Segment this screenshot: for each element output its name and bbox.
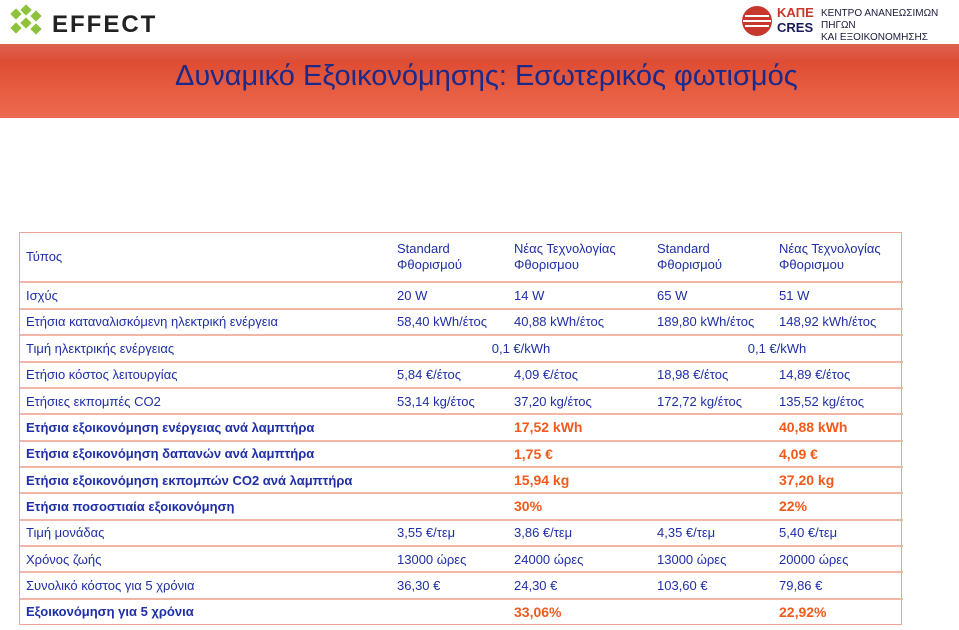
table-row: Ετήσια ποσοστιαία εξοικονόμηση 30% 22%: [20, 493, 903, 521]
row-label: Τιμή μονάδας: [20, 519, 391, 548]
row-label: Χρόνος ζωής: [20, 546, 391, 574]
savings-cell: 37,20 kg: [773, 466, 903, 495]
effect-logo: EFFECT: [10, 4, 157, 38]
header-col-2: Νέας Τεχνολογίας Φθορισμου: [508, 233, 651, 284]
table-row: Χρόνος ζωής 13000 ώρες 24000 ώρες 13000 ώρε…: [20, 546, 903, 574]
table-row: Τιμή μονάδας 3,55 €/τεμ 3,86 €/τεμ 4,35 €/τ…: [20, 519, 903, 548]
savings-cell: 40,88 kWh: [773, 414, 903, 442]
table-row: Ισχύς 20 W 14 W 65 W 51 W: [20, 282, 903, 310]
table-row: Τιμή ηλεκτρικής ενέργειας 0,1 €/kWh 0,1 €/…: [20, 335, 903, 363]
kape-logo-text: ΚΑΠΕ: [777, 5, 814, 20]
row-label: Ετήσια εξοικονόμηση εκπομπών CO2 ανά λαμ…: [20, 466, 391, 495]
table-cell: 24,30 €: [508, 572, 651, 600]
table-row: Εξοικονόμηση για 5 χρόνια 33,06% 22,92%: [20, 599, 903, 624]
empty-cell: [391, 414, 508, 442]
empty-cell: [651, 414, 773, 442]
table-cell: 51 W: [773, 282, 903, 310]
header-type-label: Τύπος: [20, 233, 391, 284]
comparison-table: Τύπος Standard Φθορισμού Νέας Τεχνολογία…: [19, 232, 903, 625]
merged-cell: 0,1 €/kWh: [651, 335, 903, 363]
savings-cell: 17,52 kWh: [508, 414, 651, 442]
table-row: Συνολικό κόστος για 5 χρόνια 36,30 €24,30…: [20, 572, 903, 600]
table-cell: 135,52 kg/έτος: [773, 387, 903, 416]
row-label: Ετήσια ποσοστιαία εξοικονόμηση: [20, 493, 391, 521]
header-col-1: Standard Φθορισμού: [391, 233, 508, 284]
row-label: Ετήσια εξοικονόμηση δαπανών ανά λαμπτήρα: [20, 440, 391, 468]
table-cell: 20 W: [391, 282, 508, 310]
cres-logo-text: CRES: [777, 20, 814, 35]
table-cell: 58,40 kWh/έτος: [391, 308, 508, 337]
title-band: Δυναμικό Εξοικονόμησης: Εσωτερικός φωτισ…: [0, 44, 959, 118]
page-title: Δυναμικό Εξοικονόμησης: Εσωτερικός φωτισ…: [175, 60, 798, 92]
table-cell: 5,40 €/τεμ: [773, 519, 903, 548]
table-cell: 13000 ώρες: [391, 546, 508, 574]
row-label: Εξοικονόμηση για 5 χρόνια: [26, 604, 194, 620]
row-label: Ετήσια καταναλισκόμενη ηλεκτρική ενέργει…: [20, 308, 391, 337]
empty-cell: [391, 493, 508, 521]
savings-cell: 33,06%: [514, 603, 562, 620]
row-label: Τιμή ηλεκτρικής ενέργειας: [20, 335, 391, 363]
table-cell: 24000 ώρες: [508, 546, 651, 574]
table-cell: 37,20 kg/έτος: [508, 387, 651, 416]
table-cell: 20000 ώρες: [773, 546, 903, 574]
row-label: Ετήσιες εκπομπές CO2: [20, 387, 391, 416]
table-row: Ετήσιες εκπομπές CO2 53,14 kg/έτος 37,20 k…: [20, 387, 903, 416]
header-col-3: Standard Φθορισμού: [651, 233, 773, 284]
table-row: Ετήσιο κόστος λειτουργίας 5,84 €/έτος 4,09…: [20, 361, 903, 389]
table-cell: 53,14 kg/έτος: [391, 387, 508, 416]
kape-emblem-icon: [742, 6, 772, 36]
table-row: Ετήσια εξοικονόμηση εκπομπών CO2 ανά λαμ…: [20, 466, 903, 495]
table-cell: 3,55 €/τεμ: [391, 519, 508, 548]
header-col-4: Νέας Τεχνολογίας Φθορισμου: [773, 233, 903, 284]
table-cell: 14 W: [508, 282, 651, 310]
table-cell: 5,84 €/έτος: [391, 361, 508, 389]
table-cell: 36,30 €: [391, 572, 508, 600]
table-cell: 4,09 €/έτος: [508, 361, 651, 389]
empty-cell: [391, 599, 508, 624]
empty-cell: [651, 466, 773, 495]
table-cell: 148,92 kWh/έτος: [773, 308, 903, 337]
table-row: Ετήσια εξοικονόμηση δαπανών ανά λαμπτήρα…: [20, 440, 903, 468]
savings-cell: 1,75 €: [508, 440, 651, 468]
row-label: Συνολικό κόστος για 5 χρόνια: [20, 572, 391, 600]
kape-line1: ΚΕΝΤΡΟ ΑΝΑΝΕΩΣΙΜΩΝ ΠΗΓΩΝ: [821, 8, 939, 31]
table-cell: 13000 ώρες: [651, 546, 773, 574]
table-cell: 172,72 kg/έτος: [651, 387, 773, 416]
table-cell: 65 W: [651, 282, 773, 310]
comparison-table-grid: Τύπος Standard Φθορισμού Νέας Τεχνολογία…: [20, 233, 903, 624]
table-header-row: Τύπος Standard Φθορισμού Νέας Τεχνολογία…: [20, 233, 903, 284]
table-cell: 103,60 €: [651, 572, 773, 600]
savings-cell: 4,09 €: [773, 440, 903, 468]
row-label: Ετήσια εξοικονόμηση ενέργειας ανά λαμπτή…: [20, 414, 391, 442]
savings-cell: 22%: [773, 493, 903, 521]
row-label: Ισχύς: [20, 282, 391, 310]
header-logos: EFFECT ΚΑΠΕ CRES ΚΕΝΤΡΟ ΑΝΑΝΕΩΣΙΜΩΝ ΠΗΓΩ…: [0, 0, 959, 55]
table-cell: 189,80 kWh/έτος: [651, 308, 773, 337]
savings-cell: 15,94 kg: [508, 466, 651, 495]
savings-cell: 30%: [508, 493, 651, 521]
empty-cell: [391, 440, 508, 468]
table-cell: 18,98 €/έτος: [651, 361, 773, 389]
table-cell: 4,35 €/τεμ: [651, 519, 773, 548]
table-cell: 40,88 kWh/έτος: [508, 308, 651, 337]
empty-cell: [651, 440, 773, 468]
table-cell: 79,86 €: [773, 572, 903, 600]
empty-cell: [651, 493, 773, 521]
empty-cell: [391, 466, 508, 495]
savings-cell: 22,92%: [779, 603, 827, 620]
table-cell: 14,89 €/έτος: [773, 361, 903, 389]
row-label: Ετήσιο κόστος λειτουργίας: [20, 361, 391, 389]
empty-cell: [651, 599, 773, 624]
table-row: Ετήσια εξοικονόμηση ενέργειας ανά λαμπτή…: [20, 414, 903, 442]
kape-logo: ΚΑΠΕ CRES ΚΕΝΤΡΟ ΑΝΑΝΕΩΣΙΜΩΝ ΠΗΓΩΝ ΚΑΙ Ε…: [739, 3, 959, 55]
effect-logo-text: EFFECT: [52, 11, 157, 38]
table-cell: 3,86 €/τεμ: [508, 519, 651, 548]
table-row: Ετήσια καταναλισκόμενη ηλεκτρική ενέργει…: [20, 308, 903, 337]
merged-cell: 0,1 €/kWh: [391, 335, 651, 363]
